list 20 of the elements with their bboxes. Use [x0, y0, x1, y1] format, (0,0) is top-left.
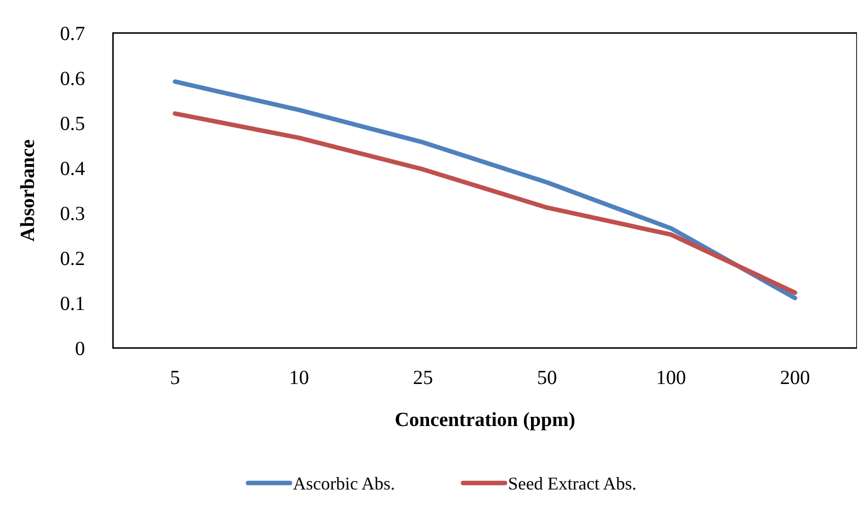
x-tick-label: 200 [780, 367, 810, 389]
y-tick-label: 0.7 [60, 23, 85, 45]
y-axis-title: Absorbance [17, 139, 39, 242]
y-tick-label: 0.4 [60, 158, 85, 180]
line-series [172, 111, 798, 295]
y-tick-label: 0.3 [60, 203, 85, 225]
x-axis-title: Concentration (ppm) [394, 409, 576, 431]
x-tick-label: 50 [537, 367, 557, 389]
x-tick-label: 25 [413, 367, 433, 389]
legend-label: Ascorbic Abs. [293, 473, 395, 494]
line-series [172, 79, 798, 300]
x-tick-label: 10 [289, 367, 309, 389]
y-tick-label: 0.2 [60, 248, 85, 270]
x-tick-label: 100 [656, 367, 686, 389]
y-tick-label: 0.5 [60, 113, 85, 135]
x-tick-label: 5 [170, 367, 180, 389]
y-tick-label: 0.1 [60, 293, 85, 315]
y-tick-label: 0 [75, 338, 85, 360]
legend-label: Seed Extract Abs. [508, 473, 636, 494]
y-tick-label: 0.6 [60, 68, 85, 90]
